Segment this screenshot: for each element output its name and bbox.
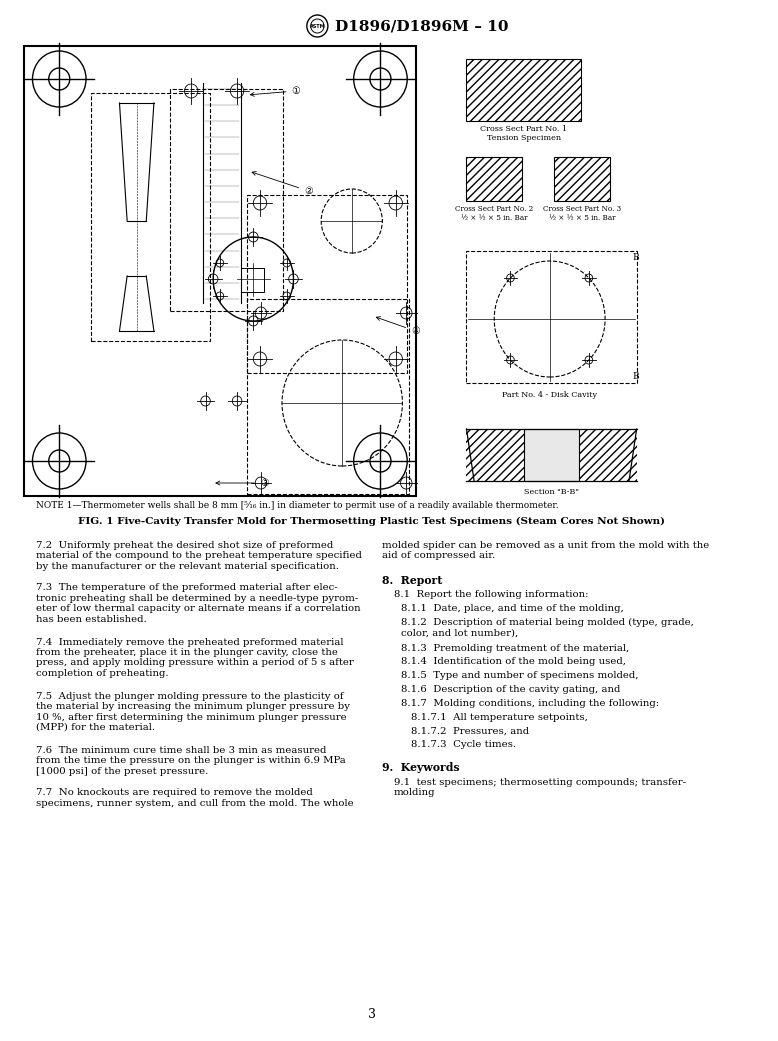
Text: Cross Sect Part No. 3
½ × ½ × 5 in. Bar: Cross Sect Part No. 3 ½ × ½ × 5 in. Bar: [543, 205, 621, 222]
Bar: [555, 157, 610, 201]
Text: 8.1.7.2  Pressures, and: 8.1.7.2 Pressures, and: [411, 727, 529, 735]
Text: 8.1.3  Premolding treatment of the material,: 8.1.3 Premolding treatment of the materi…: [401, 643, 629, 653]
Text: 8.1.4  Identification of the mold being used,: 8.1.4 Identification of the mold being u…: [401, 658, 626, 666]
Text: molded spider can be removed as a unit from the mold with the
aid of compressed : molded spider can be removed as a unit f…: [382, 541, 710, 560]
Text: FIG. 1 Five-Cavity Transfer Mold for Thermosetting Plastic Test Specimens (Steam: FIG. 1 Five-Cavity Transfer Mold for The…: [79, 517, 665, 526]
Bar: [524, 429, 580, 481]
Text: 8.1.1  Date, place, and time of the molding,: 8.1.1 Date, place, and time of the moldi…: [401, 604, 624, 613]
Bar: [247, 195, 407, 373]
Text: ①: ①: [251, 86, 300, 97]
Text: 7.7  No knockouts are required to remove the molded
specimens, runner system, an: 7.7 No knockouts are required to remove …: [37, 788, 354, 808]
Text: 7.6  The minimum cure time shall be 3 min as measured
from the time the pressure: 7.6 The minimum cure time shall be 3 min…: [37, 746, 346, 776]
Bar: [467, 429, 636, 481]
Text: ②: ②: [252, 172, 313, 196]
Bar: [467, 59, 581, 121]
Bar: [467, 157, 522, 201]
Text: D1896/D1896M – 10: D1896/D1896M – 10: [335, 19, 508, 33]
Text: 3: 3: [368, 1008, 376, 1021]
Text: 8.1.5  Type and number of specimens molded,: 8.1.5 Type and number of specimens molde…: [401, 671, 639, 680]
Text: B: B: [633, 372, 640, 381]
Text: 8.  Report: 8. Report: [382, 575, 443, 586]
Text: 9.1  test specimens; thermosetting compounds; transfer-
molding: 9.1 test specimens; thermosetting compou…: [394, 778, 686, 797]
Text: 9.  Keywords: 9. Keywords: [382, 762, 460, 773]
Bar: [241, 268, 264, 291]
Text: ③: ③: [216, 478, 268, 488]
Text: 8.1.7  Molding conditions, including the following:: 8.1.7 Molding conditions, including the …: [401, 699, 660, 708]
Text: 7.4  Immediately remove the preheated preformed material
from the preheater, pla: 7.4 Immediately remove the preheated pre…: [37, 637, 354, 678]
Text: Section "B-B": Section "B-B": [524, 488, 579, 496]
Text: 8.1.7.3  Cycle times.: 8.1.7.3 Cycle times.: [411, 740, 516, 750]
Text: 7.2  Uniformly preheat the desired shot size of preformed
material of the compou: 7.2 Uniformly preheat the desired shot s…: [37, 541, 363, 570]
Text: 8.1  Report the following information:: 8.1 Report the following information:: [394, 590, 588, 600]
Text: 8.1.2  Description of material being molded (type, grade,
color, and lot number): 8.1.2 Description of material being mold…: [401, 618, 694, 637]
Text: 8.1.6  Description of the cavity gating, and: 8.1.6 Description of the cavity gating, …: [401, 685, 621, 694]
Bar: [24, 46, 415, 496]
Text: ASTM: ASTM: [310, 24, 325, 28]
Bar: [170, 88, 283, 311]
Text: B: B: [633, 253, 640, 262]
Text: 7.3  The temperature of the preformed material after elec-
tronic preheating sha: 7.3 The temperature of the preformed mat…: [37, 583, 361, 624]
Bar: [91, 93, 210, 341]
Text: Cross Sect Part No. 2
½ × ½ × 5 in. Bar: Cross Sect Part No. 2 ½ × ½ × 5 in. Bar: [455, 205, 534, 222]
Text: 7.5  Adjust the plunger molding pressure to the plasticity of
the material by in: 7.5 Adjust the plunger molding pressure …: [37, 692, 350, 732]
Bar: [467, 251, 636, 383]
Text: Part No. 4 - Disk Cavity: Part No. 4 - Disk Cavity: [502, 391, 598, 399]
Text: 8.1.7.1  All temperature setpoints,: 8.1.7.1 All temperature setpoints,: [411, 713, 588, 721]
Bar: [247, 299, 409, 494]
Text: NOTE 1—Thermometer wells shall be 8 mm [⁵⁄₁₆ in.] in diameter to permit use of a: NOTE 1—Thermometer wells shall be 8 mm […: [37, 501, 559, 510]
Text: Cross Sect Part No. 1
Tension Specimen: Cross Sect Part No. 1 Tension Specimen: [480, 125, 567, 143]
Text: ④: ④: [377, 316, 420, 336]
